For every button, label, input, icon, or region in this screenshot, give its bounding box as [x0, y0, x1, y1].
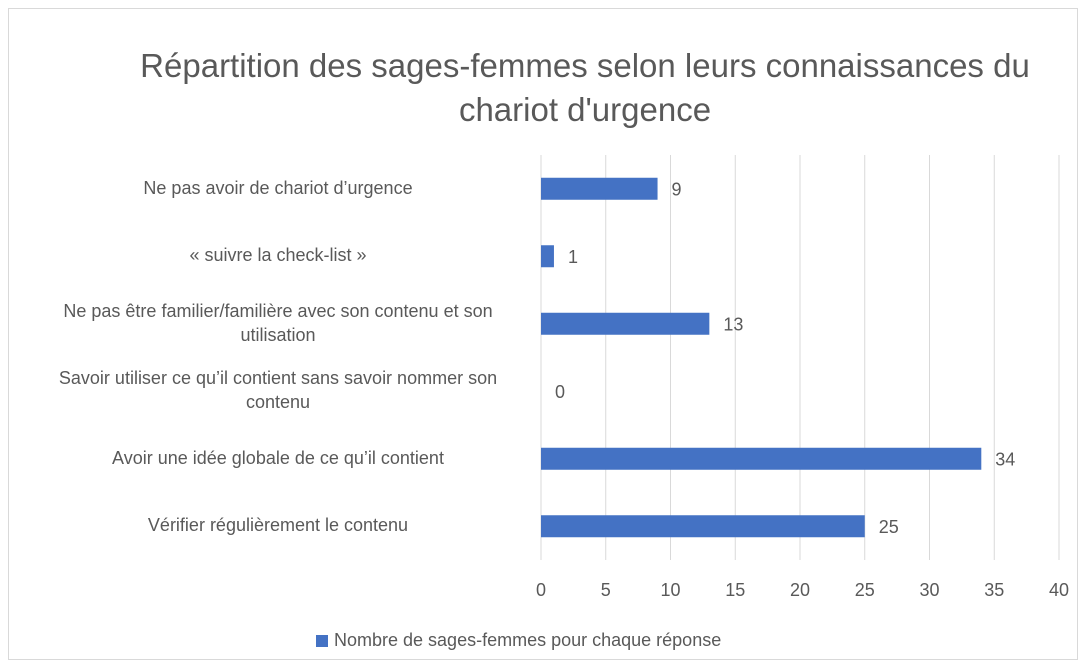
y-tick-label: Avoir une idée globale de ce qu’il conti…: [112, 447, 444, 468]
chart-frame: [8, 8, 1078, 660]
y-tick-label: Vérifier régulièrement le contenu: [147, 515, 409, 536]
data-label: 13: [723, 315, 743, 335]
chart-title: Répartition des sages-femmes selon leurs…: [140, 47, 1030, 128]
x-tick-label: 30: [919, 580, 939, 600]
y-tick-label: Savoir utiliser ce qu’il contient sans s…: [58, 368, 498, 413]
x-tick-label: 10: [660, 580, 680, 600]
x-tick-label: 0: [536, 580, 546, 600]
data-label: 25: [879, 517, 899, 537]
x-tick-label: 15: [725, 580, 745, 600]
x-tick-label: 40: [1049, 580, 1069, 600]
bar: [541, 515, 865, 538]
x-tick-label: 25: [855, 580, 875, 600]
data-label: 34: [995, 450, 1015, 470]
data-label: 1: [568, 247, 578, 267]
y-tick-label: Ne pas avoir de chariot d’urgence: [143, 177, 413, 198]
legend: Nombre de sages-femmes pour chaque répon…: [316, 630, 721, 651]
x-tick-label: 5: [601, 580, 611, 600]
y-tick-label: « suivre la check-list »: [189, 245, 367, 266]
bar: [541, 447, 982, 470]
legend-swatch: [316, 634, 328, 647]
bar: [541, 177, 658, 200]
bar: [541, 312, 710, 335]
data-label: 9: [672, 180, 682, 200]
legend-label: Nombre de sages-femmes pour chaque répon…: [334, 630, 722, 650]
y-tick-label: Ne pas être familier/familière avec son …: [63, 300, 493, 345]
x-tick-label: 35: [984, 580, 1004, 600]
x-tick-label: 20: [790, 580, 810, 600]
bar: [541, 245, 554, 268]
data-label: 0: [555, 382, 565, 402]
